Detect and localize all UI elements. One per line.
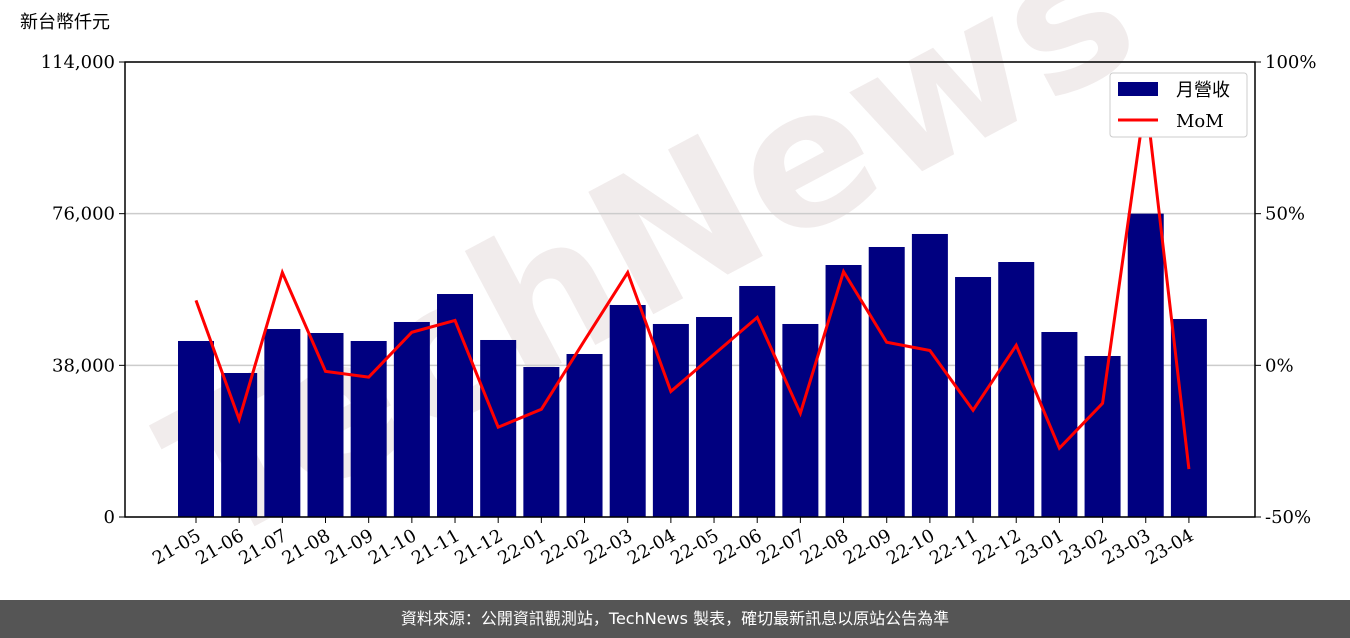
x-tick-label: 21-10	[365, 525, 420, 569]
bar	[739, 285, 776, 517]
bar	[1170, 318, 1207, 517]
bar	[307, 333, 344, 517]
x-tick-label: 22-12	[969, 525, 1024, 569]
bar	[264, 329, 301, 517]
bar	[1041, 332, 1078, 517]
y2-tick-label: 100%	[1265, 52, 1316, 73]
bar	[1127, 213, 1164, 517]
bar	[782, 323, 819, 517]
x-tick-label: 21-12	[451, 525, 506, 569]
chart: 新台幣仟元 TechNews 038,00076,000114,000-50%0…	[20, 0, 1316, 588]
y2-tick-label: 0%	[1265, 355, 1294, 376]
legend-label: 月營收	[1176, 80, 1230, 101]
bar	[696, 316, 733, 517]
bar	[609, 304, 646, 517]
x-tick-label: 21-05	[149, 525, 204, 569]
bar	[350, 340, 387, 517]
bar	[393, 321, 430, 517]
x-tick-label: 23-04	[1142, 525, 1197, 569]
x-tick-label: 22-04	[624, 525, 679, 569]
y-tick-label: 0	[104, 507, 115, 528]
x-tick-label: 22-03	[581, 525, 636, 569]
x-tick-label: 23-01	[1012, 525, 1067, 569]
y-tick-label: 76,000	[52, 204, 115, 225]
x-tick-label: 22-05	[667, 525, 722, 569]
footer: 資料來源：公開資訊觀測站，TechNews 製表，確切最新訊息以原站公告為準	[0, 600, 1350, 638]
plot-frame	[124, 61, 1256, 518]
x-tick-label: 22-02	[538, 525, 593, 569]
bar	[911, 233, 948, 518]
bar	[998, 262, 1035, 517]
x-tick-label: 22-09	[840, 525, 895, 569]
legend-label: MoM	[1176, 111, 1224, 132]
x-tick-label: 22-10	[883, 525, 938, 569]
bar	[825, 264, 862, 517]
bar	[868, 246, 905, 518]
x-tick-label: 22-01	[494, 525, 549, 569]
bar	[1084, 355, 1121, 517]
x-tick-label: 23-03	[1099, 525, 1154, 569]
x-tick-label: 22-06	[710, 525, 765, 569]
bar	[178, 340, 214, 517]
y-tick-label: 114,000	[41, 52, 115, 73]
bar	[437, 294, 474, 517]
y2-tick-label: 50%	[1265, 204, 1305, 225]
x-tick-label: 22-07	[753, 525, 808, 569]
line	[194, 96, 1191, 470]
bar	[566, 353, 603, 517]
bar	[221, 372, 258, 517]
bar	[955, 277, 992, 517]
x-tick-label: 22-08	[797, 525, 852, 569]
x-tick-label: 23-02	[1056, 525, 1111, 569]
legend-swatch	[1118, 82, 1158, 96]
y-tick-label: 38,000	[52, 355, 115, 376]
x-tick-label: 22-11	[926, 525, 981, 569]
y-axis-label: 新台幣仟元	[20, 12, 110, 33]
y2-tick-label: -50%	[1265, 507, 1311, 528]
x-tick-label: 21-11	[408, 525, 463, 569]
